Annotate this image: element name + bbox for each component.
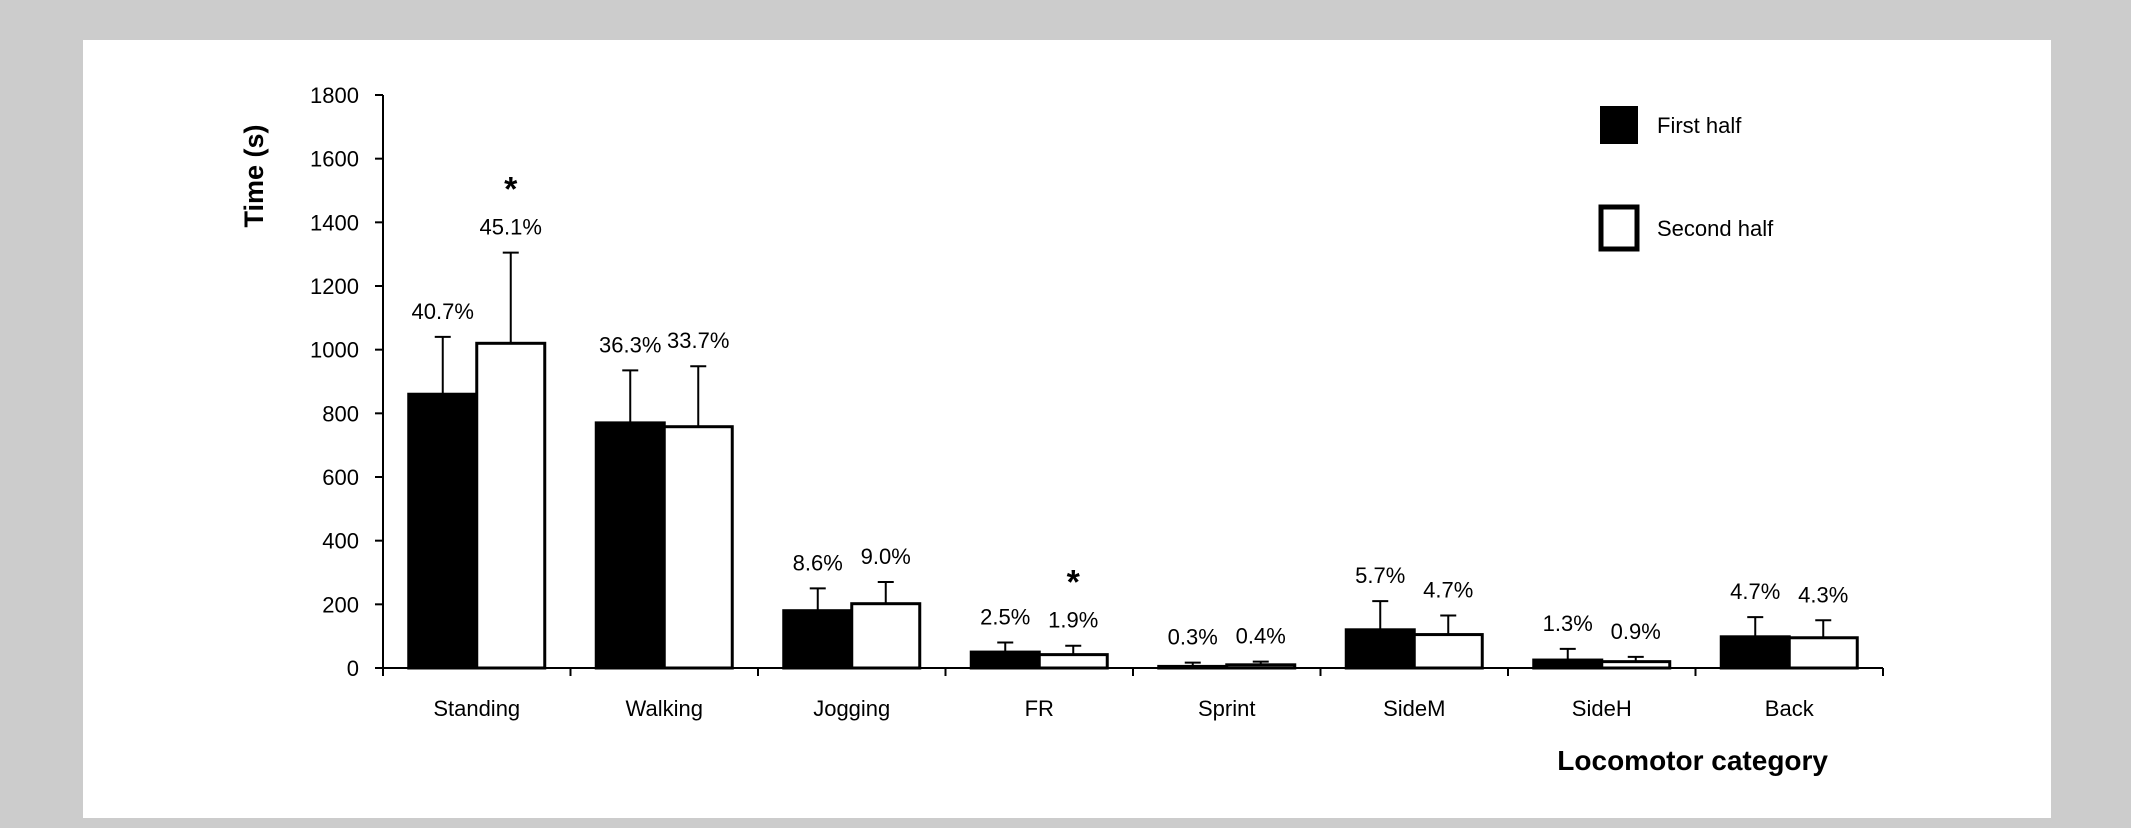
bar-chart: Time (s) Locomotor category 0 200 400 600 80… xyxy=(239,83,1884,776)
x-axis-label: Locomotor category xyxy=(1557,745,1828,776)
legend-label: Second half xyxy=(1657,216,1774,241)
y-tick-label: 400 xyxy=(322,529,359,554)
x-tick-label: Sprint xyxy=(1198,696,1255,721)
data-label: 4.3% xyxy=(1798,582,1848,607)
x-tick-label: FR xyxy=(1025,696,1054,721)
data-label: 0.4% xyxy=(1236,624,1286,649)
x-tick-label: Jogging xyxy=(813,696,890,721)
bar-first-half xyxy=(1532,658,1604,670)
bar-first-half xyxy=(1157,664,1229,670)
x-tick-label: SideM xyxy=(1383,696,1445,721)
significance-marker: * xyxy=(1067,564,1081,602)
data-label: 4.7% xyxy=(1423,577,1473,602)
y-tick-label: 600 xyxy=(322,465,359,490)
y-tick-label: 0 xyxy=(347,656,359,681)
chart-panel: Time (s) Locomotor category 0 200 400 600 80… xyxy=(83,40,2051,818)
data-label: 4.7% xyxy=(1730,579,1780,604)
legend-swatch-first-half xyxy=(1600,106,1638,144)
data-label: 0.3% xyxy=(1168,625,1218,650)
y-tick-label: 1200 xyxy=(310,274,359,299)
bar-first-half xyxy=(1344,628,1416,670)
y-tick-label: 1800 xyxy=(310,83,359,108)
bar-second-half xyxy=(1600,660,1672,670)
bar-second-half xyxy=(1225,663,1297,670)
data-label: 9.0% xyxy=(861,544,911,569)
legend: First half Second half xyxy=(1598,106,1774,252)
significance-marker: * xyxy=(504,171,518,209)
data-label: 5.7% xyxy=(1355,563,1405,588)
bar-first-half xyxy=(407,392,479,670)
y-tick-label: 1000 xyxy=(310,338,359,363)
bar-second-half xyxy=(850,602,922,670)
bar-second-half xyxy=(1037,653,1109,670)
bar-second-half xyxy=(475,341,547,670)
y-tick-label: 200 xyxy=(322,592,359,617)
data-label: 40.7% xyxy=(412,299,474,324)
y-tick-label: 800 xyxy=(322,401,359,426)
bar-first-half xyxy=(1719,635,1791,670)
bar-second-half xyxy=(1412,633,1484,670)
data-label: 36.3% xyxy=(599,332,661,357)
bar-first-half xyxy=(594,421,666,670)
x-tick-label: Walking xyxy=(626,696,703,721)
bar-first-half xyxy=(969,650,1041,670)
x-tick-label: SideH xyxy=(1572,696,1632,721)
data-label: 45.1% xyxy=(480,215,542,240)
data-label: 33.7% xyxy=(667,328,729,353)
data-label: 1.9% xyxy=(1048,608,1098,633)
x-tick-label: Standing xyxy=(433,696,520,721)
plot-area: 0 200 400 600 800 1000 1200 1400 1600 1800 Standin… xyxy=(310,83,1884,721)
x-tick-label: Back xyxy=(1765,696,1815,721)
legend-swatch-second-half xyxy=(1598,204,1640,252)
y-axis-label: Time (s) xyxy=(239,124,269,227)
data-label: 8.6% xyxy=(793,550,843,575)
bar-first-half xyxy=(782,609,854,670)
data-label: 2.5% xyxy=(980,605,1030,630)
y-tick-label: 1400 xyxy=(310,210,359,235)
data-label: 1.3% xyxy=(1543,611,1593,636)
y-tick-label: 1600 xyxy=(310,147,359,172)
data-label: 0.9% xyxy=(1611,619,1661,644)
bar-second-half xyxy=(1787,636,1859,670)
legend-label: First half xyxy=(1657,113,1742,138)
bar-second-half xyxy=(662,425,734,670)
